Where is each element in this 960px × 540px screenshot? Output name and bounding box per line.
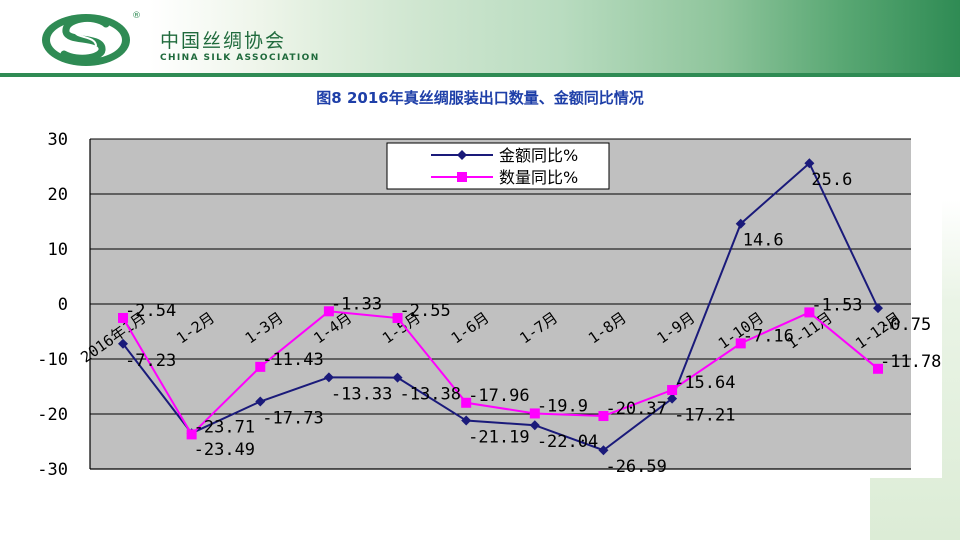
y-tick-label: 20 [48, 185, 68, 205]
silk-s-logo-icon: ® [42, 11, 140, 66]
data-label: -11.78 [880, 352, 941, 372]
data-label: -17.21 [674, 406, 735, 426]
amount-point [529, 420, 540, 431]
quantity-point [598, 411, 609, 422]
amount-point [735, 218, 746, 229]
chart-title: 图8 2016年真丝绸服装出口数量、金额同比情况 [316, 89, 644, 107]
amount-point [873, 303, 883, 314]
header-bar: ® 中国丝绸协会 CHINA SILK ASSOCIATION [0, 0, 960, 73]
legend-marker [457, 150, 467, 160]
y-tick-label: -30 [37, 460, 68, 478]
chart-area: 30 20 10 0 -10 -20 -30 2016年1月 1-2月 1-3月 1-4月 1-5月 1… [18, 115, 942, 478]
amount-point [667, 393, 678, 404]
registered-mark: ® [132, 11, 140, 21]
amount-point [323, 372, 334, 383]
quantity-point [735, 338, 746, 349]
data-label: -1.53 [811, 295, 862, 315]
quantity-point [873, 363, 883, 374]
data-label: -13.33 [331, 384, 392, 404]
data-label: 25.6 [811, 170, 852, 190]
data-label: -7.23 [125, 351, 176, 371]
y-tick-label: 30 [48, 130, 68, 150]
legend-label: 数量同比% [499, 168, 578, 187]
data-label: -22.04 [537, 432, 598, 452]
legend-label: 金额同比% [499, 146, 578, 165]
data-label: -19.9 [537, 396, 588, 416]
header-divider [0, 73, 960, 77]
org-name-en: CHINA SILK ASSOCIATION [160, 53, 320, 63]
quantity-point [118, 312, 128, 323]
data-label: -7.16 [743, 326, 794, 346]
data-label: -17.96 [468, 386, 529, 406]
y-tick-label: -20 [37, 405, 68, 425]
amount-point [461, 415, 472, 426]
quantity-point [804, 307, 815, 318]
y-tick-label: 0 [58, 295, 68, 315]
quantity-point [186, 429, 197, 440]
data-label: -2.55 [400, 301, 451, 321]
data-label: -21.19 [468, 428, 529, 448]
series-line-1 [122, 310, 879, 437]
amount-point [804, 158, 815, 169]
amount-point [392, 372, 403, 383]
y-tick-label: -10 [37, 350, 68, 370]
data-label: -26.59 [605, 457, 666, 477]
data-label: -11.43 [262, 350, 323, 370]
y-tick-label: 10 [48, 240, 68, 260]
data-label: -13.38 [400, 385, 461, 405]
quantity-point [323, 306, 334, 317]
quantity-point [461, 397, 472, 408]
quantity-point [255, 361, 266, 372]
data-label: -20.37 [605, 399, 666, 419]
amount-point [598, 445, 609, 456]
quantity-point [667, 385, 678, 396]
data-label: -17.73 [262, 409, 323, 429]
data-label: -23.49 [194, 440, 255, 460]
quantity-point [392, 313, 403, 324]
quantity-point [529, 408, 540, 419]
org-name-cn: 中国丝绸协会 [160, 30, 287, 52]
data-label: -2.54 [125, 301, 176, 321]
data-label: -0.75 [880, 315, 931, 335]
data-label: -23.71 [194, 417, 255, 437]
legend [386, 142, 610, 190]
data-label: -15.64 [674, 373, 735, 393]
series-line-0 [122, 161, 879, 452]
amount-point [118, 338, 128, 349]
data-label: -1.33 [331, 294, 382, 314]
legend-marker [457, 172, 467, 182]
data-label: 14.6 [743, 231, 784, 251]
